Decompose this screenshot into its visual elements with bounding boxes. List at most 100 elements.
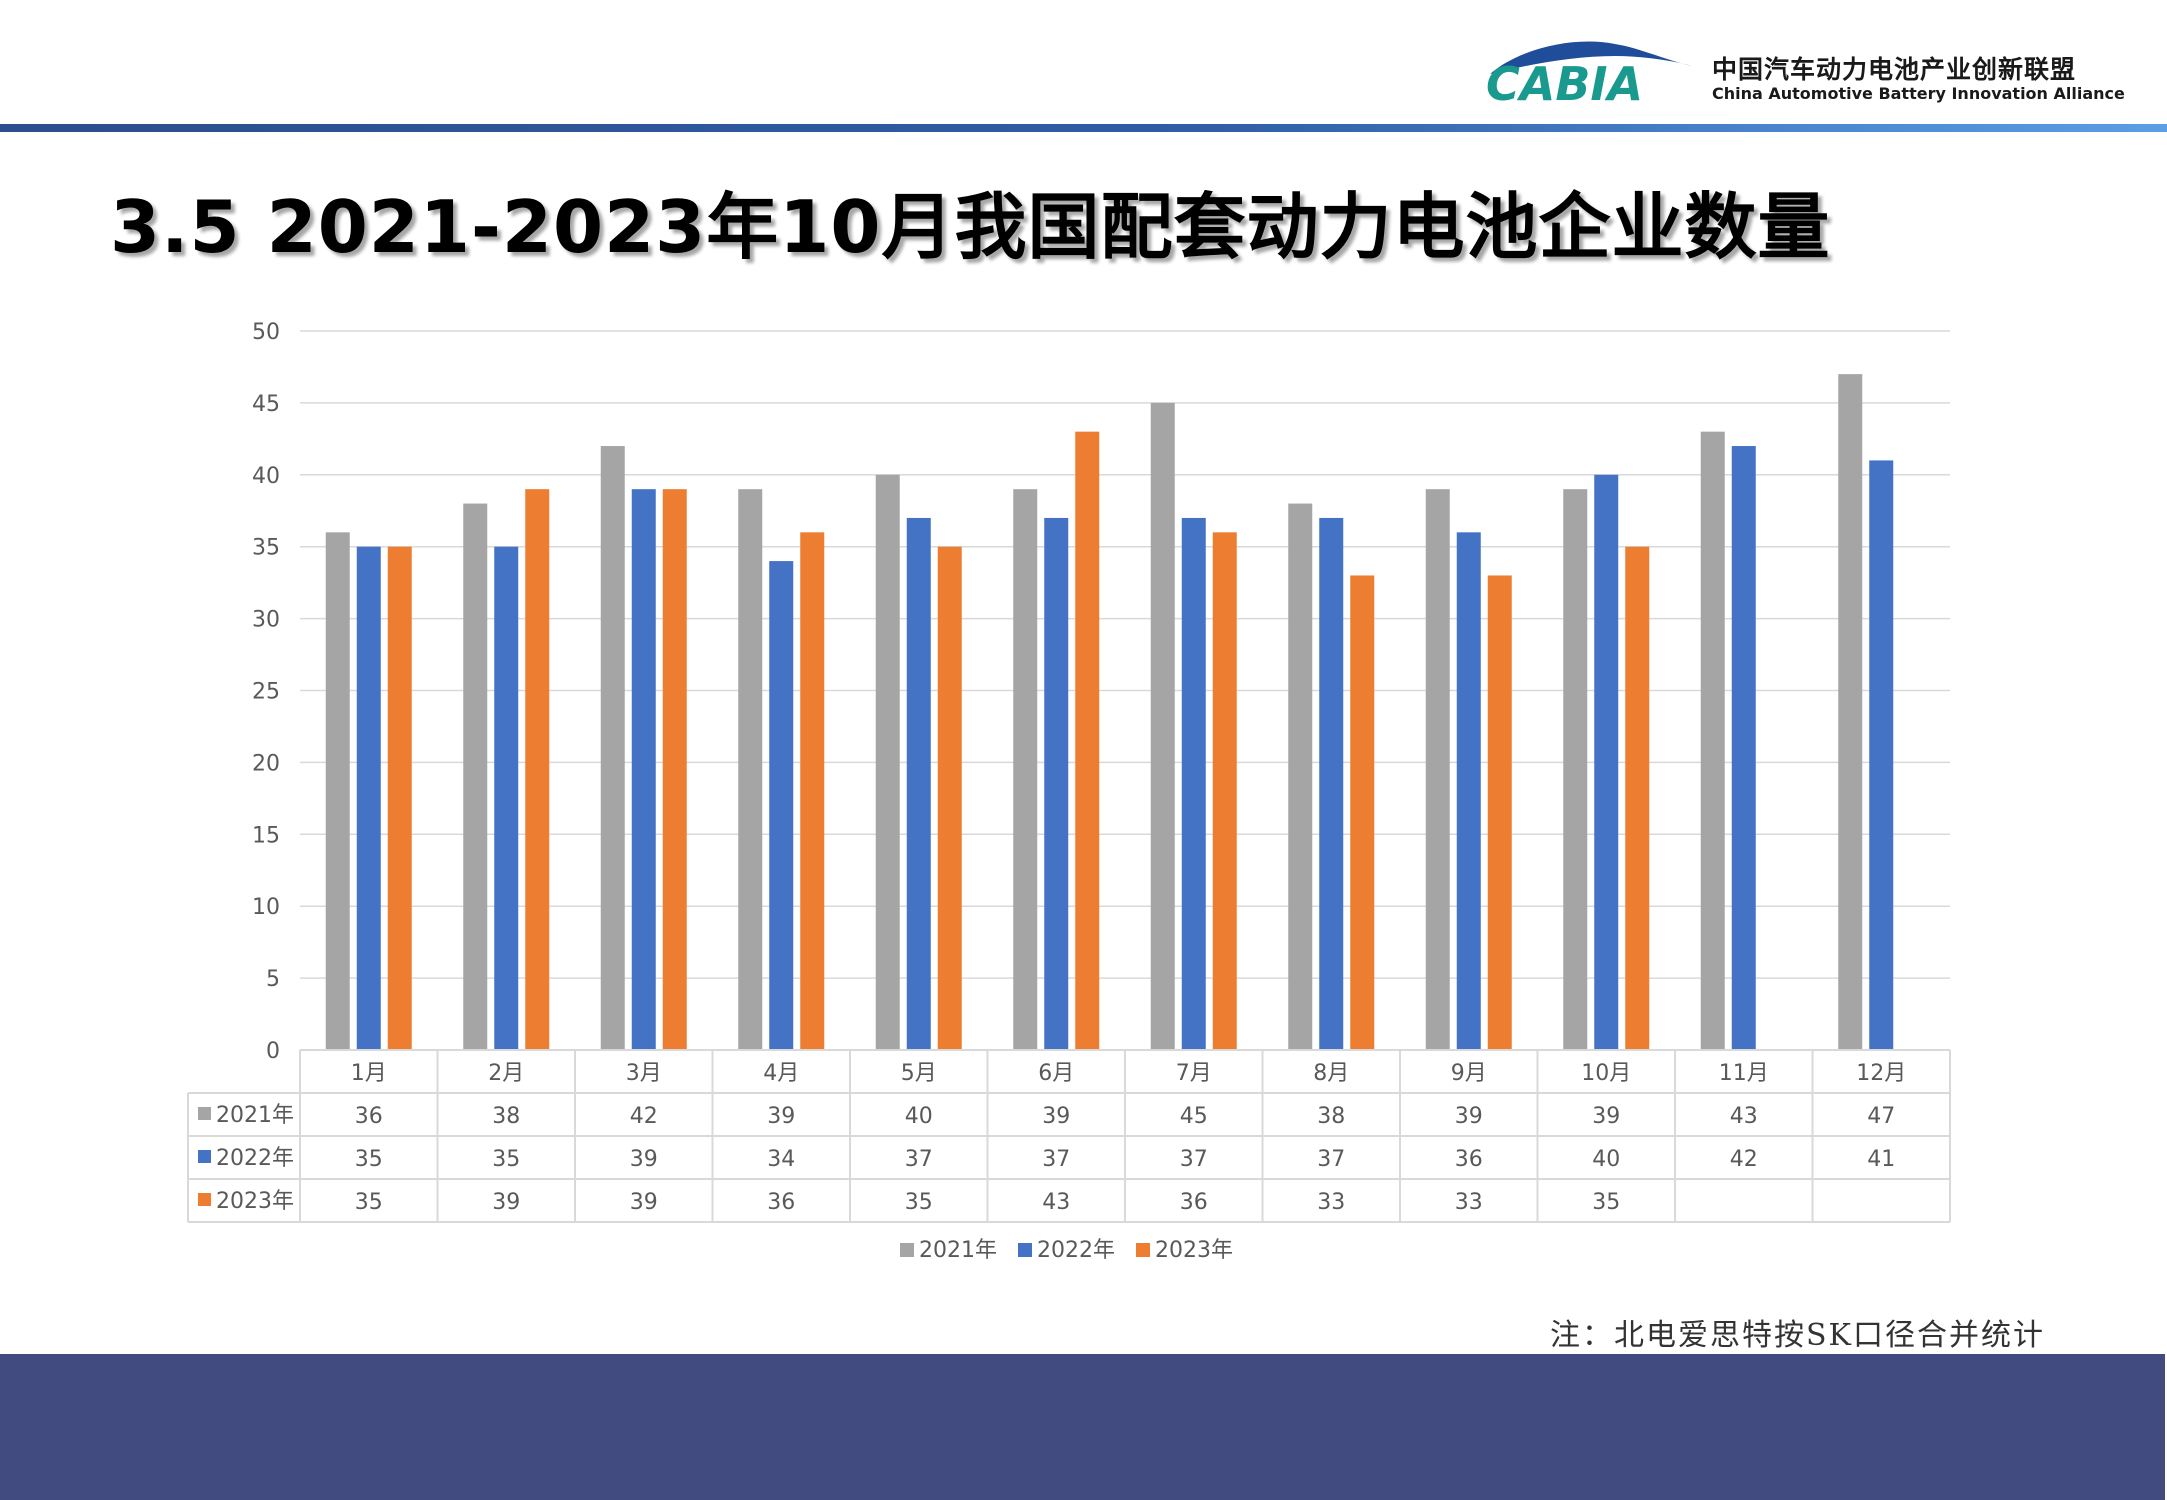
x-tick-label: 11月 <box>1719 1061 1769 1086</box>
table-cell-value: 36 <box>1455 1147 1483 1172</box>
footnote: 注：北电爱思特按SK口径合并统计 <box>1550 1318 2045 1353</box>
bar <box>1563 489 1588 1050</box>
table-cell-value: 41 <box>1867 1147 1895 1172</box>
bar <box>662 489 687 1050</box>
table-series-label: 2023年 <box>216 1189 294 1214</box>
bar <box>937 546 962 1050</box>
bar <box>525 489 550 1050</box>
bar <box>356 546 381 1050</box>
bar <box>738 489 763 1050</box>
bar <box>631 489 656 1050</box>
table-cell-value: 36 <box>767 1190 795 1215</box>
bar <box>463 503 488 1050</box>
table-cell-value: 33 <box>1317 1190 1345 1215</box>
x-tick-label: 5月 <box>901 1061 937 1086</box>
cabia-logo-icon: CABIA <box>1486 41 1692 110</box>
x-tick-label: 4月 <box>763 1061 799 1086</box>
bar <box>1150 402 1175 1050</box>
y-tick-label: 45 <box>252 392 280 417</box>
bar <box>1319 517 1344 1050</box>
table-series-label: 2022年 <box>216 1146 294 1171</box>
table-cell-value: 39 <box>630 1190 658 1215</box>
bar <box>1456 532 1481 1050</box>
table-cell-value: 37 <box>905 1147 933 1172</box>
footer-band <box>0 1354 2165 1500</box>
bar <box>875 474 900 1050</box>
y-tick-label: 30 <box>252 608 280 633</box>
bar <box>800 532 825 1050</box>
logo-text: CABIA <box>1486 57 1643 110</box>
bar <box>1869 460 1894 1050</box>
legend-label: 2022年 <box>1037 1238 1115 1263</box>
x-tick-label: 7月 <box>1176 1061 1212 1086</box>
legend-key <box>1018 1243 1032 1257</box>
bar-chart: 0 5 10 15 20 25 30 35 40 45 50 1月 2月 3月 4月 5月 6月 7月 8月 9月 10… <box>187 320 1951 1263</box>
table-legend-key <box>198 1107 211 1120</box>
slide-title: 3.5 2021-2023年10月我国配套动力电池企业数量 <box>110 185 1831 269</box>
table-cell-value: 35 <box>1592 1190 1620 1215</box>
table-cell-value: 35 <box>905 1190 933 1215</box>
x-tick-label: 9月 <box>1451 1061 1487 1086</box>
legend-key <box>1136 1243 1150 1257</box>
table-cell-value: 47 <box>1867 1104 1895 1129</box>
bar <box>1181 517 1206 1050</box>
x-tick-label: 1月 <box>351 1061 387 1086</box>
x-tick-label: 6月 <box>1038 1061 1074 1086</box>
bar <box>600 446 625 1050</box>
table-cell-value: 38 <box>492 1104 520 1129</box>
bar <box>1425 489 1450 1050</box>
bar <box>494 546 519 1050</box>
y-tick-label: 10 <box>252 895 280 920</box>
table-cell-value: 39 <box>1592 1104 1620 1129</box>
x-tick-label: 8月 <box>1313 1061 1349 1086</box>
bar <box>1013 489 1038 1050</box>
table-cell-value: 39 <box>630 1147 658 1172</box>
table-cell-value: 43 <box>1042 1190 1070 1215</box>
table-cell-value: 37 <box>1317 1147 1345 1172</box>
header-divider <box>0 124 2167 132</box>
table-cell-value: 39 <box>1455 1104 1483 1129</box>
legend-label: 2021年 <box>919 1238 997 1263</box>
bar <box>387 546 412 1050</box>
legend-label: 2023年 <box>1155 1238 1233 1263</box>
table-cell-value: 43 <box>1730 1104 1758 1129</box>
table-cell-value: 35 <box>355 1190 383 1215</box>
table-cell-value: 37 <box>1042 1147 1070 1172</box>
table-series-label: 2021年 <box>216 1103 294 1128</box>
y-tick-label: 40 <box>252 464 280 489</box>
bar <box>1594 474 1619 1050</box>
table-cell-value: 45 <box>1180 1104 1208 1129</box>
bar <box>1044 517 1069 1050</box>
x-tick-label: 3月 <box>626 1061 662 1086</box>
table-cell-value: 42 <box>630 1104 658 1129</box>
cabia-logo: CABIA 中国汽车动力电池产业创新联盟 China Automotive Ba… <box>1480 30 2125 110</box>
table-cell-value: 40 <box>905 1104 933 1129</box>
table-cell-value: 36 <box>1180 1190 1208 1215</box>
table-cell-value: 35 <box>355 1147 383 1172</box>
y-tick-label: 20 <box>252 751 280 776</box>
table-cell-value: 37 <box>1180 1147 1208 1172</box>
table-cell-value: 34 <box>767 1147 795 1172</box>
bar <box>1838 374 1863 1050</box>
bar <box>1212 532 1237 1050</box>
bar <box>1625 546 1650 1050</box>
bar <box>1731 446 1756 1050</box>
y-tick-label: 50 <box>252 320 280 345</box>
table-cell-value: 36 <box>355 1104 383 1129</box>
table-cell-value: 33 <box>1455 1190 1483 1215</box>
y-tick-label: 25 <box>252 680 280 705</box>
table-cell-value: 40 <box>1592 1147 1620 1172</box>
bar <box>769 561 794 1050</box>
org-name-cn: 中国汽车动力电池产业创新联盟 <box>1712 55 2077 84</box>
org-name-en: China Automotive Battery Innovation Alli… <box>1712 84 2125 103</box>
table-cell-value: 38 <box>1317 1104 1345 1129</box>
bar <box>1350 575 1375 1050</box>
bar <box>906 517 931 1050</box>
bar <box>1288 503 1313 1050</box>
legend-key <box>900 1243 914 1257</box>
table-legend-key <box>198 1150 211 1163</box>
y-tick-label: 5 <box>266 967 280 992</box>
y-tick-label: 15 <box>252 823 280 848</box>
table-cell-value: 39 <box>767 1104 795 1129</box>
table-cell-value: 35 <box>492 1147 520 1172</box>
